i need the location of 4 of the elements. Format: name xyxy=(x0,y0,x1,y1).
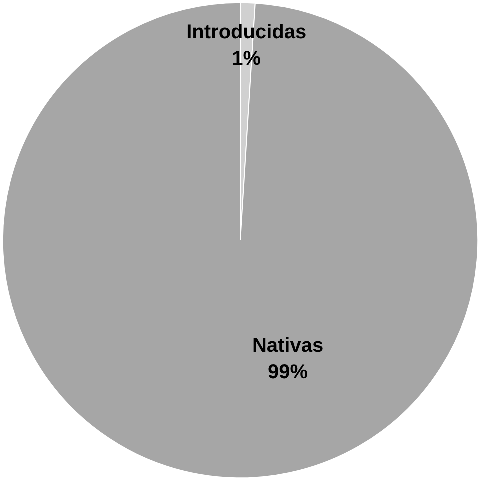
data-label: 99% xyxy=(268,362,308,384)
slice-label: Nativas xyxy=(252,335,324,358)
data-label: 1% xyxy=(232,48,262,70)
slice-label: Introducidas xyxy=(186,22,307,44)
